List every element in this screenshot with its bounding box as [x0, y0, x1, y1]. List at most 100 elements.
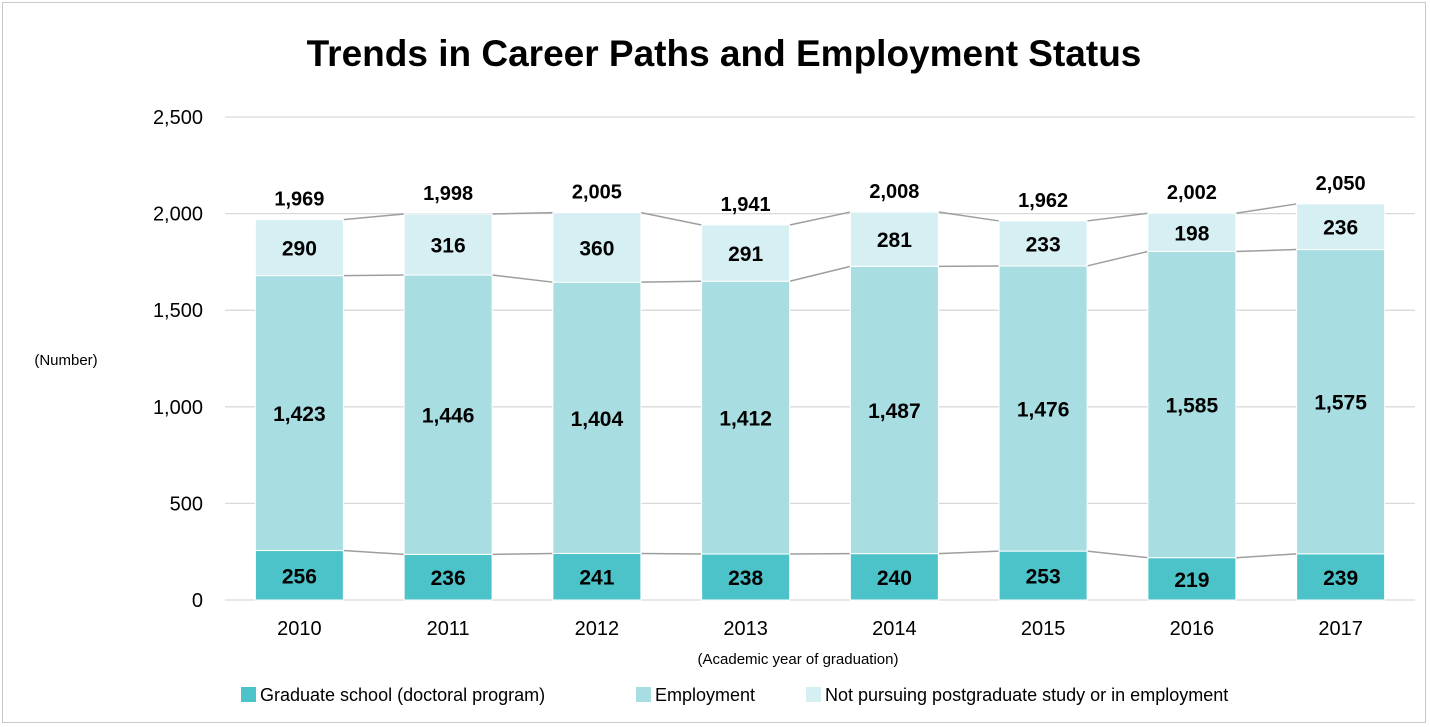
bar-segment: [254, 550, 344, 601]
series-line: [492, 211, 553, 215]
series-line: [343, 213, 405, 221]
segment-value-label: 1,487: [868, 400, 921, 423]
total-value-label: 2,008: [869, 181, 919, 203]
total-value-label: 1,941: [721, 194, 771, 216]
segment-value-label: 233: [1026, 233, 1061, 256]
legend-label: Employment: [655, 685, 755, 705]
segment-value-label: 1,585: [1166, 395, 1219, 418]
y-tick-label: 1,500: [153, 300, 203, 322]
segment-value-label: 236: [1323, 217, 1358, 240]
bar-segment: [1296, 553, 1386, 601]
segment-value-label: 290: [282, 238, 317, 261]
legend-swatch: [241, 687, 256, 702]
segment-value-label: 219: [1174, 569, 1209, 592]
bar-segment: [849, 553, 939, 601]
x-tick-label: 2013: [723, 618, 768, 640]
segment-value-label: 239: [1323, 567, 1358, 590]
series-lines: [343, 203, 1297, 559]
series-line: [789, 265, 851, 282]
x-tick-label: 2017: [1318, 618, 1363, 640]
series-line: [1087, 212, 1148, 222]
bar-segment: [552, 281, 642, 554]
bar-segment: [403, 553, 493, 601]
x-tick-label: 2016: [1170, 618, 1215, 640]
segment-value-label: 1,476: [1017, 399, 1070, 422]
series-line: [938, 211, 1000, 222]
legend-label: Graduate school (doctoral program): [260, 685, 545, 705]
y-tick-label: 1,000: [153, 397, 203, 419]
y-axis-label: (Number): [34, 352, 97, 369]
segment-value-label: 1,404: [571, 408, 624, 431]
y-tick-label: 0: [192, 590, 203, 612]
series-line: [1086, 250, 1149, 267]
series-line: [1087, 550, 1148, 559]
bar-segment: [849, 265, 939, 555]
legend-swatch: [636, 687, 651, 702]
segment-value-label: 1,412: [719, 408, 772, 431]
series-line: [1235, 248, 1297, 253]
total-value-label: 2,050: [1316, 173, 1366, 195]
series-line: [640, 280, 702, 283]
bars: 256 1,423 290 1,969 236 1,446 316 1,998 241 1,404…: [254, 173, 1386, 601]
segment-value-label: 360: [579, 237, 614, 260]
segment-value-label: 281: [877, 229, 912, 252]
bar-segment: [998, 265, 1088, 552]
y-tick-label: 2,500: [153, 107, 203, 129]
bar-segment: [403, 213, 493, 276]
series-line: [938, 550, 1000, 555]
x-axis-tick-labels: 2010 2011 2012 2013 2014 2015 2016 2017: [277, 618, 1363, 640]
x-tick-label: 2015: [1021, 618, 1066, 640]
bar-segment: [254, 219, 344, 277]
segment-value-label: 1,446: [422, 405, 475, 428]
series-line: [492, 274, 553, 283]
stacked-bar-chart: Trends in Career Paths and Employment St…: [34, 33, 1415, 705]
bar-segment: [1296, 203, 1386, 251]
segment-value-label: 236: [431, 567, 466, 590]
legend-label: Not pursuing postgraduate study or in em…: [825, 685, 1228, 705]
series-line: [1235, 553, 1297, 559]
y-tick-label: 500: [170, 493, 203, 515]
total-value-label: 1,962: [1018, 190, 1068, 212]
series-line: [640, 552, 702, 555]
segment-value-label: 253: [1026, 566, 1061, 589]
total-value-label: 2,005: [572, 182, 622, 204]
series-line: [343, 549, 405, 556]
bar-segment: [552, 552, 642, 601]
segment-value-label: 291: [728, 243, 763, 266]
bar-segment: [701, 280, 791, 555]
total-value-label: 2,002: [1167, 182, 1217, 204]
series-line: [343, 274, 405, 277]
segment-value-label: 1,423: [273, 403, 326, 426]
legend: Graduate school (doctoral program) Employ…: [241, 685, 1228, 705]
series-line: [492, 552, 553, 556]
x-tick-label: 2014: [872, 618, 917, 640]
bar-segment: [701, 224, 791, 282]
segment-value-label: 316: [431, 235, 466, 258]
legend-swatch: [806, 687, 821, 702]
bar-segment: [552, 212, 642, 283]
series-line: [789, 211, 851, 226]
total-value-label: 1,969: [274, 189, 324, 211]
bar-segment: [701, 553, 791, 601]
segment-value-label: 240: [877, 567, 912, 590]
gridlines: [225, 116, 1415, 601]
bar-segment: [998, 550, 1088, 601]
y-tick-label: 2,000: [153, 204, 203, 226]
bar-segment: [849, 211, 939, 267]
bar-segment: [254, 275, 344, 552]
segment-value-label: 238: [728, 567, 763, 590]
segment-value-label: 256: [282, 565, 317, 588]
x-tick-label: 2011: [427, 618, 470, 640]
series-line: [1235, 203, 1297, 214]
series-line: [640, 211, 702, 226]
x-tick-label: 2012: [575, 618, 620, 640]
bar-segment: [1147, 250, 1237, 559]
bar-segment: [998, 220, 1088, 267]
segment-value-label: 198: [1174, 222, 1209, 245]
bar-segment: [1147, 212, 1237, 252]
chart-title: Trends in Career Paths and Employment St…: [307, 33, 1142, 74]
total-value-label: 1,998: [423, 183, 473, 205]
bar-segment: [403, 274, 493, 555]
y-axis-tick-labels: 0 500 1,000 1,500 2,000 2,500: [153, 107, 203, 612]
